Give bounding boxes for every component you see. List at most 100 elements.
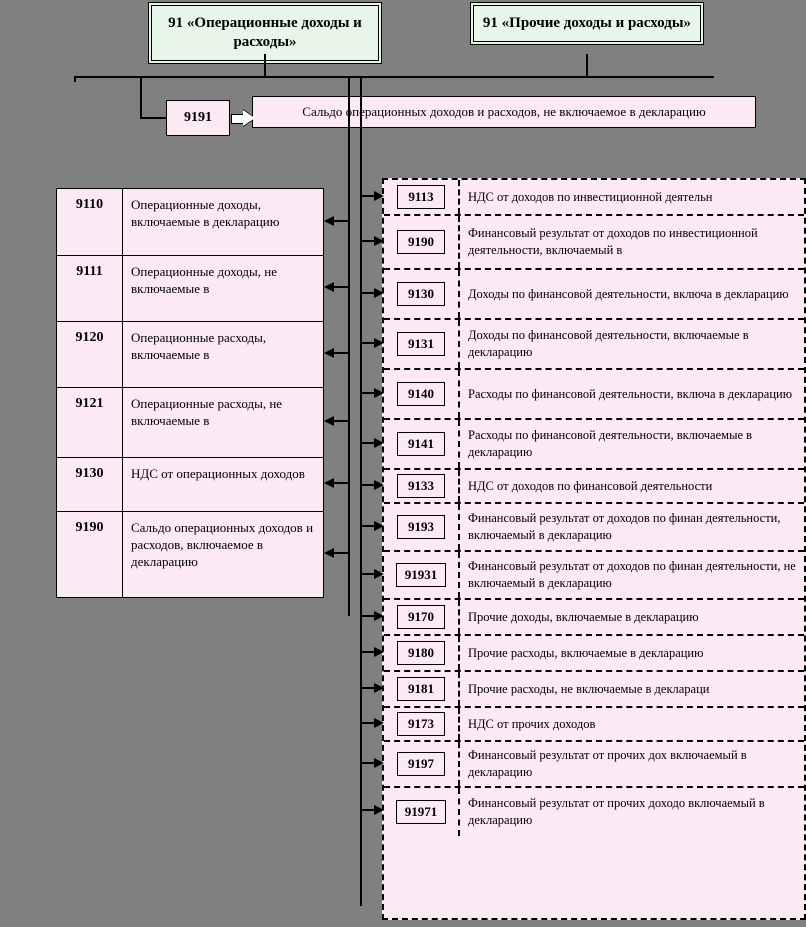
right-row: 9193 Финансовый результат от доходов по ф…	[384, 504, 804, 552]
arrow-icon	[374, 647, 384, 657]
arrow-icon	[374, 236, 384, 246]
right-code: 9170	[397, 605, 445, 629]
arrow-icon	[374, 683, 384, 693]
header-right-text: 91 «Прочие доходы и расходы»	[483, 15, 691, 31]
right-row: 9173 НДС от прочих доходов	[384, 708, 804, 742]
left-desc: Операционные доходы, включаемые в деклар…	[123, 189, 323, 255]
right-code: 9131	[397, 332, 445, 356]
right-code-cell: 9173	[384, 708, 460, 740]
arrow-icon	[374, 288, 384, 298]
left-row: 9121Операционные расходы, не включаемые …	[57, 387, 323, 457]
arrow-icon	[374, 611, 384, 621]
header-left-text: 91 «Операционные доходы и расходы»	[168, 15, 362, 50]
line	[360, 762, 374, 764]
left-desc: Сальдо операционных доходов и расходов, …	[123, 512, 323, 597]
right-row: 9130 Доходы по финансовой деятельности, в…	[384, 270, 804, 320]
line	[360, 809, 374, 811]
right-code: 9113	[397, 185, 445, 209]
left-code: 9110	[57, 189, 123, 255]
line	[334, 482, 348, 484]
right-code: 91971	[396, 800, 447, 824]
line	[360, 342, 374, 344]
right-desc: НДС от доходов по финансовой деятельност…	[460, 470, 804, 502]
right-desc: Финансовый результат от доходов по инвес…	[460, 216, 804, 268]
right-row: 9133 НДС от доходов по финансовой деятель…	[384, 470, 804, 504]
arrow-icon	[374, 438, 384, 448]
right-row: 91931 Финансовый результат от доходов по …	[384, 552, 804, 600]
line	[140, 117, 166, 119]
right-desc: НДС от доходов по инвестиционной деятель…	[460, 180, 804, 214]
arrow-icon	[374, 569, 384, 579]
right-row: 9141Расходы по финансовой деятельности, …	[384, 420, 804, 470]
right-code: 9133	[397, 474, 445, 498]
right-code: 9197	[397, 752, 445, 776]
line	[360, 651, 374, 653]
right-code: 9141	[397, 432, 445, 456]
line	[264, 54, 266, 76]
left-desc: Операционные расходы, включаемые в	[123, 322, 323, 387]
line	[360, 615, 374, 617]
right-desc: Прочие расходы, не включаемые в декларац…	[460, 672, 804, 706]
right-code: 9180	[397, 641, 445, 665]
right-desc: НДС от прочих доходов	[460, 708, 804, 740]
line	[140, 76, 142, 118]
line	[360, 392, 374, 394]
right-desc: Прочие доходы, включаемые в декларацию	[460, 600, 804, 634]
arrow-icon	[374, 805, 384, 815]
line	[360, 292, 374, 294]
balance-text-box: Сальдо операционных доходов и расходов, …	[252, 96, 756, 128]
right-row: 9181 Прочие расходы, не включаемые в декл…	[384, 672, 804, 708]
line	[74, 76, 714, 78]
arrow-icon	[324, 416, 334, 426]
left-desc: Операционные расходы, не включаемые в	[123, 388, 323, 457]
arrow-icon	[324, 548, 334, 558]
arrow-icon	[374, 758, 384, 768]
right-code: 9193	[397, 515, 445, 539]
line	[360, 687, 374, 689]
left-row: 9120Операционные расходы, включаемые в	[57, 321, 323, 387]
left-desc: НДС от операционных доходов	[123, 458, 323, 511]
arrow-icon	[374, 718, 384, 728]
line	[586, 54, 588, 76]
right-desc: Доходы по финансовой деятельности, включ…	[460, 270, 804, 318]
right-code-cell: 91971	[384, 788, 460, 836]
right-code-cell: 9181	[384, 672, 460, 706]
arrow-icon	[374, 521, 384, 531]
arrow-icon	[374, 388, 384, 398]
right-code-cell: 9170	[384, 600, 460, 634]
right-code-cell: 91931	[384, 552, 460, 598]
right-code: 91931	[396, 563, 447, 587]
right-code: 9181	[397, 677, 445, 701]
arrow-icon	[374, 480, 384, 490]
line	[334, 352, 348, 354]
right-code-cell: 9131	[384, 320, 460, 368]
arrow-icon	[374, 191, 384, 201]
left-group: 9110Операционные доходы, включаемые в де…	[56, 188, 324, 598]
right-code-cell: 9180	[384, 636, 460, 670]
right-code: 9130	[397, 282, 445, 306]
right-code-cell: 9190	[384, 216, 460, 268]
right-desc: Финансовый результат от доходов по финан…	[460, 552, 804, 598]
left-desc: Операционные доходы, не включаемые в	[123, 256, 323, 321]
left-code: 9121	[57, 388, 123, 457]
right-region: 9113 НДС от доходов по инвестиционной дея…	[382, 178, 806, 920]
right-row: 9131Доходы по финансовой деятельности, в…	[384, 320, 804, 370]
right-code: 9173	[397, 712, 445, 736]
right-desc: Финансовый результат от прочих дох включ…	[460, 742, 804, 786]
balance-text: Сальдо операционных доходов и расходов, …	[302, 104, 705, 119]
right-code: 9140	[397, 382, 445, 406]
line	[360, 195, 374, 197]
right-row: 9190Финансовый результат от доходов по и…	[384, 216, 804, 270]
right-desc: Расходы по финансовой деятельности, вклю…	[460, 370, 804, 418]
right-row: 9113 НДС от доходов по инвестиционной дея…	[384, 180, 804, 216]
left-code: 9111	[57, 256, 123, 321]
line	[360, 525, 374, 527]
header-right: 91 «Прочие доходы и расходы»	[470, 2, 704, 45]
right-desc: Финансовый результат от доходов по финан…	[460, 504, 804, 550]
arrow-icon	[324, 216, 334, 226]
arrow-icon	[324, 478, 334, 488]
right-row: 9180Прочие расходы, включаемые в деклара…	[384, 636, 804, 672]
right-desc: Финансовый результат от прочих доходо вк…	[460, 788, 804, 836]
arrow-icon	[324, 348, 334, 358]
line	[360, 484, 374, 486]
